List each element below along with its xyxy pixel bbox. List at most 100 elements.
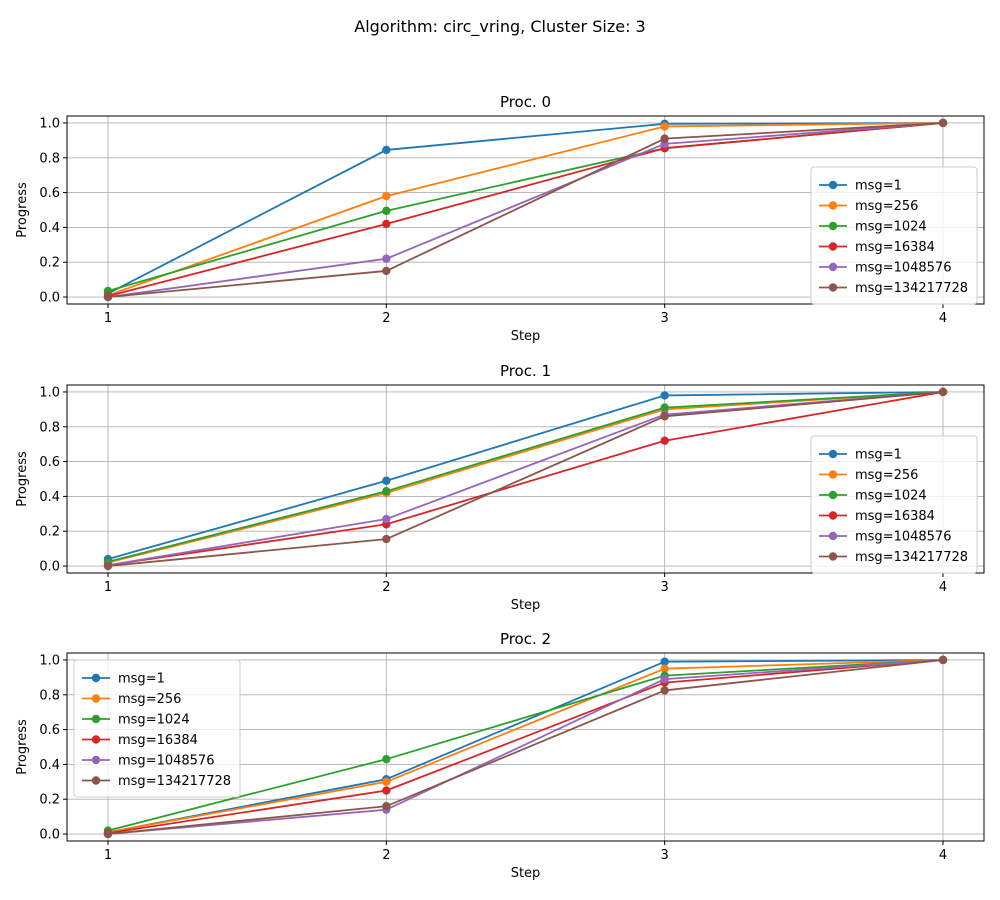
series-line (107, 659, 944, 835)
y-tick-label: 1.0 (39, 653, 60, 668)
legend-entry: msg=256 (855, 468, 918, 483)
y-tick-label: 0.8 (39, 151, 60, 166)
data-point (660, 674, 669, 684)
legend-swatch-marker (91, 673, 101, 683)
legend-entry: msg=256 (118, 692, 181, 707)
series-line (107, 122, 944, 298)
data-point (660, 403, 669, 412)
series-line (107, 391, 944, 563)
legend-entry: msg=256 (855, 199, 918, 214)
series-line (107, 659, 944, 832)
data-point (938, 387, 948, 397)
subplot-title: Proc. 2 (500, 630, 551, 648)
data-point (382, 777, 391, 787)
legend-swatch-marker (828, 242, 838, 251)
figure-title: Algorithm: circ_vring, Cluster Size: 3 (354, 17, 645, 37)
data-point (382, 145, 391, 155)
legend-swatch-marker (91, 755, 101, 765)
data-point (382, 266, 391, 276)
y-axis-label: Progress (15, 182, 30, 238)
y-tick-label: 0.4 (39, 758, 60, 773)
y-tick-label: 0.0 (39, 828, 60, 843)
legend-swatch-marker (828, 221, 838, 231)
data-point (382, 801, 391, 811)
legend-swatch-marker (828, 511, 838, 520)
series-line (107, 391, 944, 567)
series-line (107, 659, 944, 834)
x-tick-label: 4 (939, 848, 947, 863)
legend-box (810, 166, 978, 305)
y-tick-label: 0.4 (39, 490, 60, 505)
axes-frame (66, 115, 985, 305)
data-point (382, 254, 391, 263)
legend-entry: msg=1 (118, 672, 165, 687)
y-tick-label: 0.6 (39, 723, 60, 738)
series-5 (103, 387, 948, 571)
series-line (107, 659, 944, 834)
data-point (382, 206, 391, 216)
data-point (382, 534, 391, 544)
axes-frame (66, 652, 985, 842)
series-5 (103, 118, 948, 302)
legend-swatch-marker (828, 180, 838, 190)
subplot-title: Proc. 1 (500, 362, 551, 380)
x-tick-label: 3 (661, 848, 669, 863)
legend-swatch-marker (91, 694, 101, 703)
data-point (103, 561, 113, 571)
legend-entry: msg=1 (855, 179, 902, 194)
series-line (107, 122, 944, 298)
y-tick-label: 0.0 (39, 291, 60, 306)
legend: msg=1 msg=256 msg=1024 msg=16384 msg=1048576… (810, 166, 978, 305)
data-point (382, 476, 391, 485)
data-point (660, 664, 669, 673)
legend: msg=1 msg=256 msg=1024 msg=16384 msg=1048576… (810, 435, 978, 574)
legend-swatch-marker (828, 552, 838, 561)
data-point (103, 829, 113, 839)
x-tick-label: 2 (382, 848, 390, 863)
data-point (660, 134, 669, 143)
data-point (660, 391, 669, 400)
series-line (107, 122, 944, 295)
y-tick-label: 0.8 (39, 420, 60, 435)
legend-swatch-marker (828, 490, 838, 500)
subplot-0: 1 2 3 4 0.0 0.2 0.4 0.6 0.8 1.0 Proc. 0 Step Progres… (15, 93, 985, 344)
legend-swatch-marker (828, 201, 838, 210)
x-tick-label: 4 (939, 580, 947, 595)
data-point (660, 657, 669, 666)
data-point (382, 486, 391, 496)
x-axis-label: Step (511, 866, 541, 881)
legend-entry: msg=16384 (855, 509, 935, 524)
y-tick-label: 1.0 (39, 116, 60, 131)
series-line (107, 391, 944, 560)
data-point (938, 118, 948, 128)
legend-swatch-marker (828, 283, 838, 292)
y-axis-label: Progress (15, 719, 30, 775)
legend-box (810, 435, 978, 574)
series-line (107, 122, 944, 297)
data-point (660, 436, 669, 445)
legend-entry: msg=1024 (855, 220, 927, 235)
legend-box (73, 659, 241, 798)
legend-entry: msg=134217728 (118, 774, 231, 789)
legend-swatch-marker (91, 776, 101, 785)
y-tick-label: 0.6 (39, 186, 60, 201)
x-tick-label: 2 (382, 580, 390, 595)
data-point (382, 754, 391, 764)
x-axis-label: Step (511, 598, 541, 613)
y-tick-label: 0.6 (39, 455, 60, 470)
series-line (107, 122, 944, 298)
y-tick-label: 0.2 (39, 256, 60, 271)
axes-frame (66, 384, 985, 574)
legend-entry: msg=1048576 (855, 261, 951, 276)
data-point (382, 219, 391, 229)
subplots-container: 1 2 3 4 0.0 0.2 0.4 0.6 0.8 1.0 Proc. 0 Step Progres… (15, 93, 985, 881)
legend-entry: msg=134217728 (855, 281, 968, 296)
subplot-1: 1 2 3 4 0.0 0.2 0.4 0.6 0.8 1.0 Proc. 1 Step Progres… (15, 362, 985, 613)
legend-entry: msg=16384 (855, 240, 935, 255)
x-axis-label: Step (511, 329, 541, 344)
legend-swatch-marker (828, 449, 838, 459)
data-point (382, 786, 391, 795)
legend-swatch-marker (828, 531, 838, 541)
series-line (107, 391, 944, 567)
